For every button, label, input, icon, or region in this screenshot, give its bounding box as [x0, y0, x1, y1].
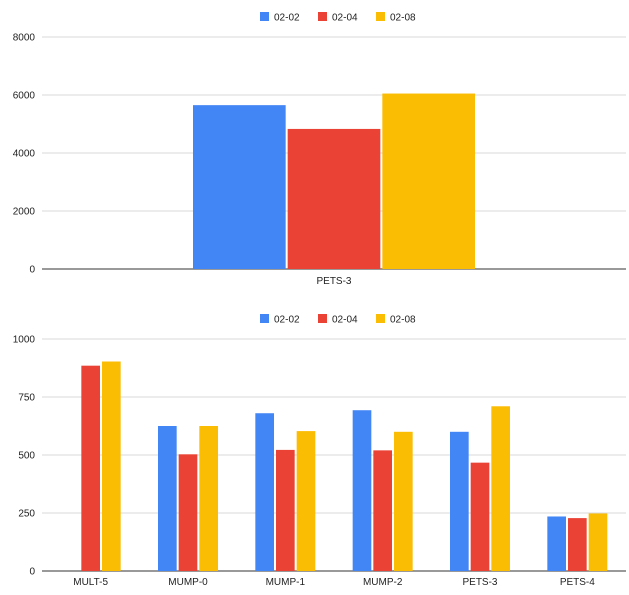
legend-swatch — [318, 314, 327, 323]
y-tick-label: 8000 — [13, 33, 36, 44]
legend-swatch — [376, 12, 385, 21]
legend-item: 02-02 — [260, 12, 300, 24]
bar — [588, 513, 608, 571]
bar — [470, 462, 490, 571]
bar — [450, 431, 469, 571]
legend-label: 02-08 — [390, 13, 416, 24]
legend-item: 02-02 — [260, 314, 300, 326]
y-tick-label: 0 — [29, 567, 35, 578]
chart-1: 0 2000 4000 6000 8000 02-02 02-04 02-08 PETS-3 — [13, 12, 626, 287]
x-tick-label: MULT-5 — [73, 577, 108, 588]
bar — [199, 426, 218, 571]
x-tick-label: MUMP-2 — [363, 577, 403, 588]
bar — [276, 449, 295, 571]
legend-label: 02-02 — [274, 13, 300, 24]
y-tick-label: 2000 — [13, 207, 36, 218]
legend-item: 02-08 — [376, 314, 416, 326]
legend-swatch — [318, 12, 327, 21]
legend: 02-02 02-04 02-08 — [260, 12, 416, 24]
bar — [352, 410, 372, 571]
y-tick-label: 250 — [18, 509, 35, 520]
bar — [296, 431, 316, 571]
bar — [178, 454, 198, 571]
x-tick-label: MUMP-0 — [168, 577, 208, 588]
legend-item: 02-04 — [318, 12, 358, 24]
legend-item: 02-08 — [376, 12, 416, 24]
bar — [255, 413, 274, 571]
bar — [382, 93, 475, 269]
chart-2: 0 250 500 750 1000 02-02 02-04 02-08 MULT-5 MUMP-… — [13, 314, 626, 588]
legend-label: 02-02 — [274, 315, 300, 326]
bar — [394, 431, 413, 571]
y-tick-label: 500 — [18, 451, 35, 462]
legend-swatch — [376, 314, 385, 323]
bar — [193, 105, 286, 270]
x-tick-label: MUMP-1 — [266, 577, 306, 588]
legend-label: 02-04 — [332, 13, 358, 24]
bar — [102, 361, 121, 571]
legend-swatch — [260, 314, 269, 323]
x-tick-label: PETS-3 — [316, 276, 351, 287]
y-tick-label: 6000 — [13, 91, 36, 102]
bar — [547, 516, 566, 571]
x-tick-label: PETS-3 — [462, 577, 497, 588]
bar — [81, 365, 100, 571]
legend-label: 02-04 — [332, 315, 358, 326]
x-tick-label: PETS-4 — [560, 577, 595, 588]
bar — [287, 128, 381, 269]
bar — [491, 406, 510, 571]
legend-item: 02-04 — [318, 314, 358, 326]
y-tick-label: 0 — [29, 265, 35, 276]
y-tick-label: 1000 — [13, 335, 36, 346]
legend-swatch — [260, 12, 269, 21]
bar — [158, 426, 177, 571]
legend-label: 02-08 — [390, 315, 416, 326]
bar — [373, 450, 392, 571]
y-tick-label: 750 — [18, 393, 35, 404]
bar — [568, 518, 587, 571]
y-tick-label: 4000 — [13, 149, 36, 160]
legend: 02-02 02-04 02-08 — [260, 314, 416, 326]
